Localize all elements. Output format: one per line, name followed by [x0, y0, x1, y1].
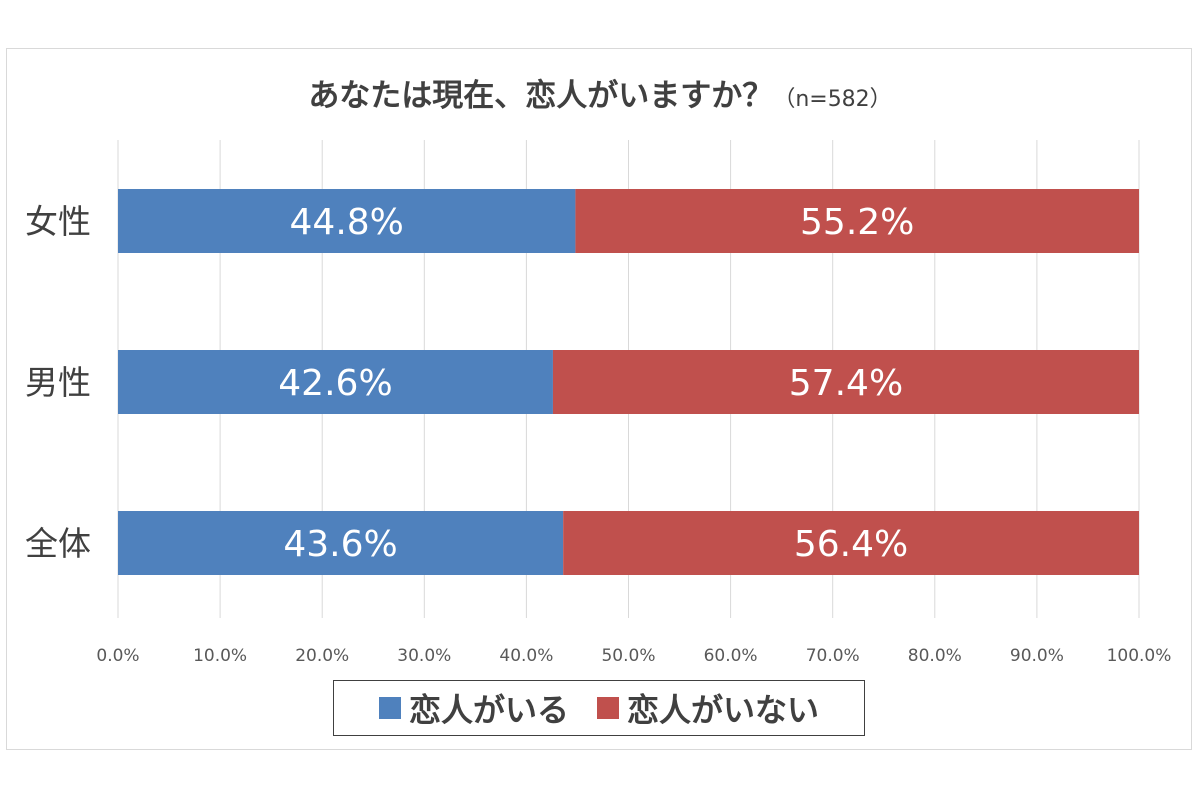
legend-item-with-partner: 恋人がいる — [378, 685, 569, 731]
x-tick-label: 90.0% — [1010, 646, 1064, 666]
data-label: 56.4% — [794, 524, 908, 565]
x-tick-label: 70.0% — [806, 646, 860, 666]
data-label: 42.6% — [278, 363, 392, 404]
x-tick-label: 0.0% — [96, 646, 139, 666]
legend-swatch-without-partner — [597, 697, 619, 719]
category-label: 全体 — [25, 524, 91, 563]
data-label: 43.6% — [283, 524, 397, 565]
chart-title: あなたは現在、恋人がいますか？（n=582） — [0, 70, 1200, 115]
x-tick-label: 10.0% — [193, 646, 247, 666]
x-tick-label: 50.0% — [601, 646, 655, 666]
bar-segment — [552, 350, 1139, 414]
bar-segment — [575, 189, 1139, 253]
legend-label-without-partner: 恋人がいない — [627, 691, 820, 729]
bar-segment — [563, 511, 1139, 575]
category-label: 女性 — [25, 202, 91, 241]
data-label: 57.4% — [789, 363, 903, 404]
x-tick-label: 40.0% — [499, 646, 553, 666]
x-tick-label: 20.0% — [295, 646, 349, 666]
bar-segment — [118, 511, 564, 575]
legend-item-without-partner: 恋人がいない — [597, 685, 819, 731]
category-label: 男性 — [25, 363, 91, 402]
x-tick-label: 100.0% — [1107, 646, 1172, 666]
x-tick-label: 30.0% — [397, 646, 451, 666]
chart-subtitle: （n=582） — [773, 87, 892, 112]
x-tick-label: 60.0% — [704, 646, 758, 666]
bar-segment — [118, 350, 553, 414]
legend-label-with-partner: 恋人がいる — [408, 691, 569, 729]
chart-legend: 恋人がいる 恋人がいない — [333, 680, 865, 736]
data-label: 55.2% — [800, 202, 914, 243]
chart-title-text: あなたは現在、恋人がいますか？ — [308, 78, 774, 114]
data-label: 44.8% — [290, 202, 404, 243]
bar-segment — [118, 189, 576, 253]
x-tick-label: 80.0% — [908, 646, 962, 666]
legend-swatch-with-partner — [378, 697, 401, 719]
